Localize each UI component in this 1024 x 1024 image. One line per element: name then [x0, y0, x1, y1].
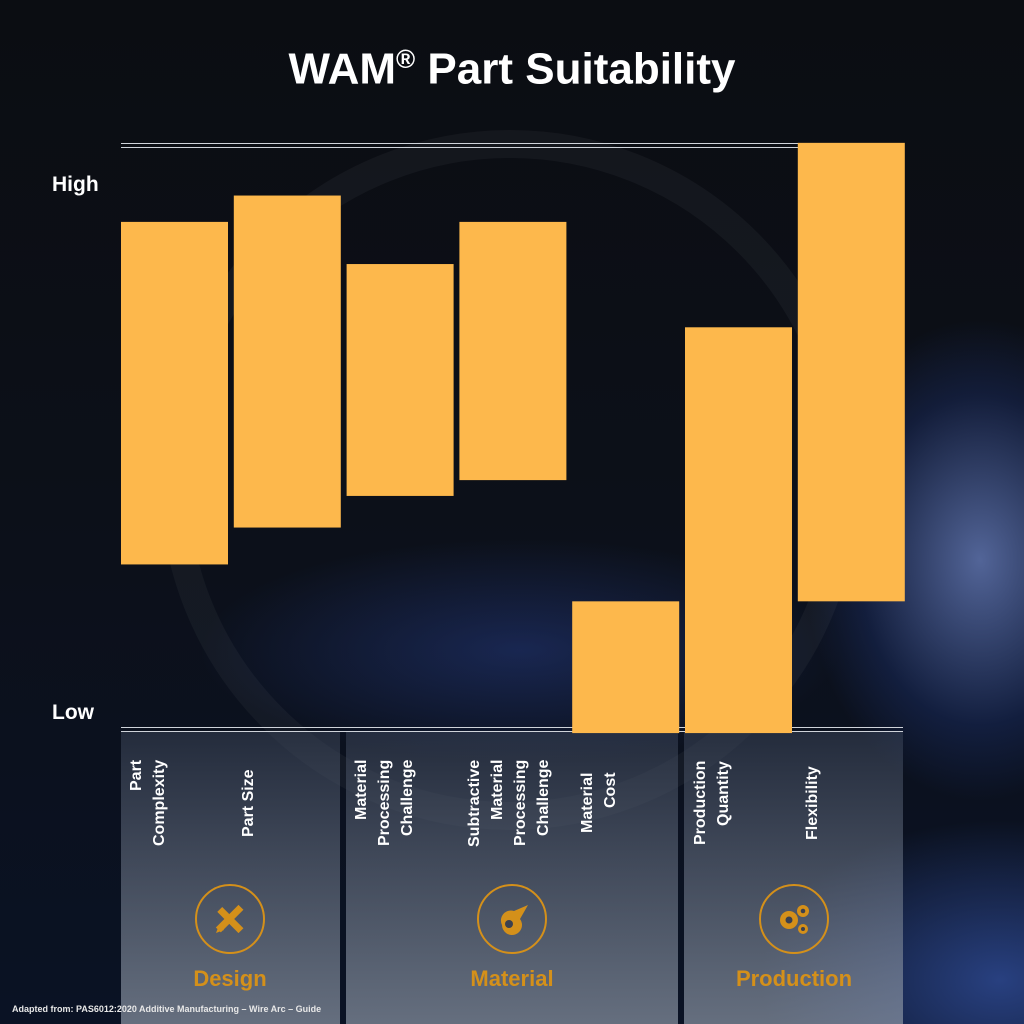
bar-4 [572, 601, 680, 734]
gears-icon [759, 884, 829, 954]
bar-1 [233, 195, 341, 528]
page-title: WAM® Part Suitability [288, 44, 736, 94]
production-panel [684, 732, 903, 1024]
category-label-text: Flexibility [804, 766, 822, 840]
category-label: Production Quantity [689, 748, 789, 858]
category-label-text: Part Size [240, 769, 258, 837]
group-material: Material [462, 884, 562, 992]
category-label: Flexibility [801, 748, 901, 858]
top-line [121, 143, 903, 144]
y-label-low: Low [52, 701, 94, 724]
group-production: Production [734, 884, 854, 992]
bar-6 [797, 142, 905, 602]
source-note: Adapted from: PAS6012:2020 Additive Manu… [12, 1004, 322, 1014]
category-label-text: Part Complexity [127, 759, 168, 847]
category-label: Material Processing Challenge [350, 748, 450, 858]
top-line-2 [121, 147, 903, 148]
baseline-2 [121, 731, 903, 732]
pencil-ruler-icon [195, 884, 265, 954]
material-panel [346, 732, 678, 1024]
baseline [121, 727, 903, 728]
bar-5 [685, 327, 792, 734]
category-label-text: Production Quantity [691, 760, 732, 846]
category-label-text: Material Cost [578, 772, 619, 834]
bar-2 [346, 264, 454, 496]
bar-0 [121, 221, 228, 565]
group-design: Design [180, 884, 280, 992]
category-label: Subtractive Material Processing Challeng… [463, 748, 563, 858]
material-blob-icon [477, 884, 547, 954]
group-label: Design [193, 966, 267, 991]
group-label: Material [470, 966, 554, 991]
bar-3 [459, 221, 567, 481]
category-label: Part Complexity [125, 748, 225, 858]
category-label: Material Cost [576, 748, 676, 858]
design-panel [121, 732, 340, 1024]
category-label-text: Subtractive Material Processing Challeng… [465, 759, 552, 847]
category-label: Part Size [237, 748, 337, 858]
group-label: Production [735, 966, 853, 991]
y-label-high: High [52, 173, 99, 196]
category-label-text: Material Processing Challenge [353, 759, 417, 847]
